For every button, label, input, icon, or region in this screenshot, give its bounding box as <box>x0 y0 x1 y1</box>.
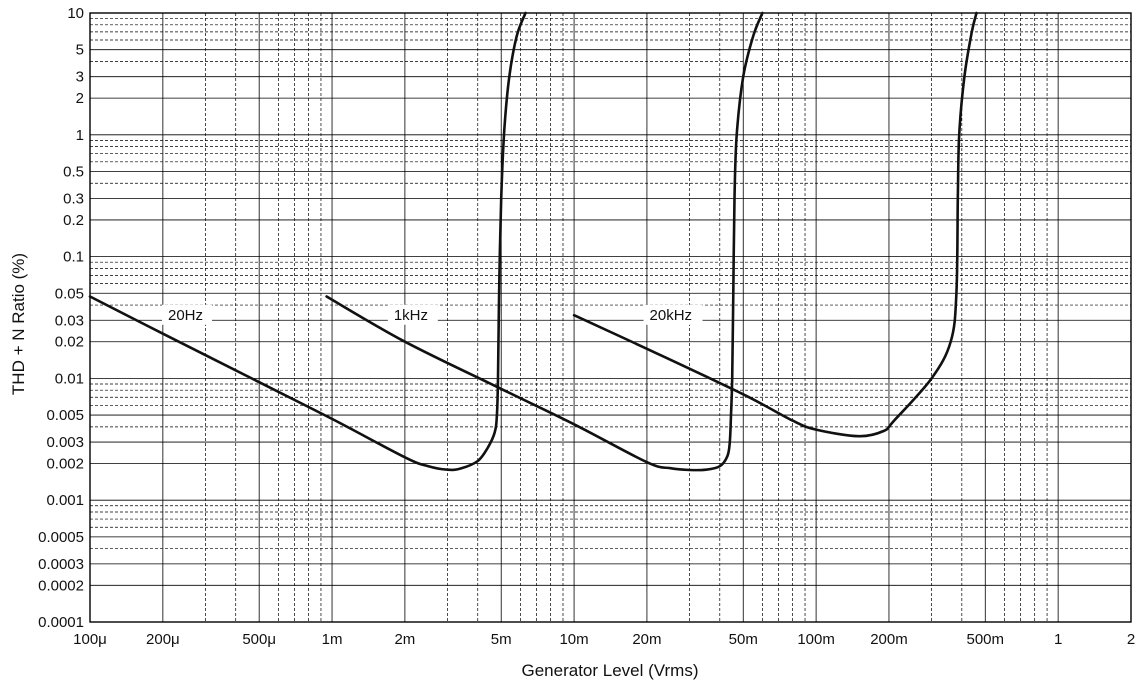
y-tick-label: 1 <box>76 127 84 144</box>
series-line-20khz <box>572 11 978 438</box>
plot-frame <box>89 12 1132 623</box>
series-label-bg <box>643 304 703 325</box>
series-label-20hz: 20Hz <box>168 307 203 324</box>
x-tick-label: 200m <box>870 631 908 648</box>
y-tick-label: 0.05 <box>55 285 84 302</box>
y-tick-label: 0.0002 <box>38 577 84 594</box>
y-tick-label: 10 <box>67 5 84 22</box>
x-tick-label: 100μ <box>73 631 107 648</box>
y-tick-label: 0.003 <box>46 434 84 451</box>
series-layer <box>88 11 978 472</box>
y-tick-label: 0.005 <box>46 407 84 424</box>
x-axis-title: Generator Level (Vrms) <box>522 661 699 680</box>
y-axis-title: THD + N Ratio (%) <box>9 253 28 395</box>
grid-layer <box>89 12 1132 623</box>
series-label-20khz: 20kHz <box>650 307 693 324</box>
y-tick-label: 0.2 <box>63 212 84 229</box>
y-tick-label: 5 <box>76 42 84 59</box>
x-tick-label: 100m <box>797 631 835 648</box>
series-line-20hz <box>88 11 527 472</box>
x-tick-label: 200μ <box>146 631 180 648</box>
x-tick-label: 10m <box>559 631 588 648</box>
y-tick-label: 0.3 <box>63 190 84 207</box>
x-tick-label: 20m <box>632 631 661 648</box>
y-tick-label: 3 <box>76 69 84 86</box>
x-tick-label: 50m <box>729 631 758 648</box>
x-tick-label: 500μ <box>242 631 276 648</box>
x-tick-label: 5m <box>491 631 512 648</box>
y-tick-label: 0.5 <box>63 163 84 180</box>
y-tick-label: 0.02 <box>55 334 84 351</box>
x-tick-label: 2m <box>394 631 415 648</box>
y-tick-label: 0.001 <box>46 492 84 509</box>
series-line-1khz <box>325 11 764 472</box>
y-tick-label: 0.1 <box>63 249 84 266</box>
y-tick-label: 0.002 <box>46 456 84 473</box>
y-tick-label: 0.0001 <box>38 614 84 631</box>
x-tick-label: 2 <box>1127 631 1135 648</box>
y-tick-label: 0.0005 <box>38 529 84 546</box>
x-tick-label: 1 <box>1054 631 1062 648</box>
x-tick-label: 1m <box>322 631 343 648</box>
x-tick-label: 500m <box>967 631 1005 648</box>
series-label-1khz: 1kHz <box>394 307 428 324</box>
x-tick-labels: 100μ 200μ 500μ 1m 2m 5m 10m 20m 50m 100m 200m 500m 1… <box>73 631 1135 648</box>
series-label-bg <box>387 304 438 325</box>
y-tick-label: 0.03 <box>55 312 84 329</box>
series-label-layer: 20Hz 1kHz 20kHz <box>161 304 703 325</box>
y-tick-label: 0.0003 <box>38 556 84 573</box>
y-tick-labels: 10 5 3 2 1 0.5 0.3 0.2 0.1 0.05 0.03 0.02 0.01 0.005 0… <box>38 5 84 631</box>
series-label-bg <box>161 304 212 325</box>
y-tick-label: 0.01 <box>55 370 84 387</box>
y-tick-label: 2 <box>76 90 84 107</box>
